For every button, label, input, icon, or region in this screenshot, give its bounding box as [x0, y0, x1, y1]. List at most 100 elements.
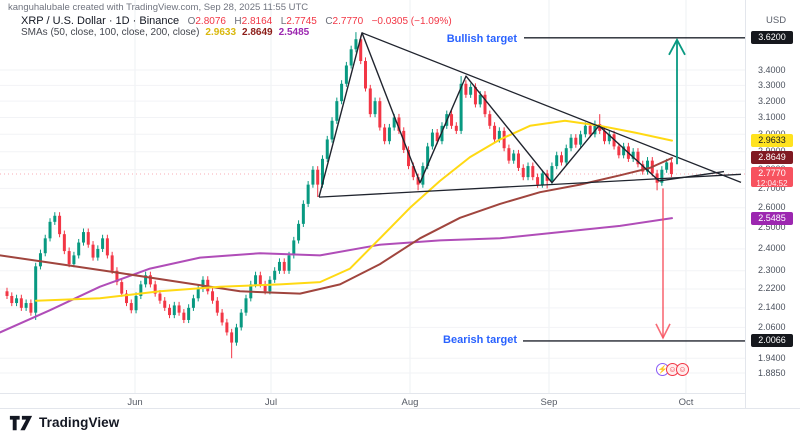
- candle-body: [364, 61, 367, 89]
- candle-body: [19, 298, 23, 308]
- bearish-target-label[interactable]: Bearish target: [443, 334, 517, 346]
- candle-body: [201, 279, 205, 289]
- candle-body: [277, 261, 281, 271]
- price-badge: 2.0066: [751, 334, 793, 348]
- sma100-line: [0, 157, 673, 295]
- candle-body: [196, 288, 200, 299]
- zigzag: [318, 32, 725, 198]
- candle-body: [110, 255, 114, 271]
- month-label[interactable]: Oct: [678, 397, 694, 408]
- candle-body: [335, 101, 339, 121]
- candle-body: [359, 39, 363, 62]
- candle-body: [564, 148, 568, 163]
- sma50-line: [35, 119, 673, 302]
- month-label[interactable]: Jul: [264, 397, 278, 408]
- candle-body: [139, 284, 143, 296]
- candle-body: [555, 155, 559, 167]
- month-label[interactable]: Aug: [401, 397, 419, 408]
- price-badge: 2.5485: [751, 211, 793, 225]
- candle-body: [101, 238, 105, 249]
- sma-legend[interactable]: SMAs (50, close, 100, close, 200, close)…: [21, 27, 309, 38]
- candle-body: [593, 124, 597, 135]
- candle-body: [416, 177, 420, 185]
- price-axis[interactable]: USD 3.4000 3.3000 3.2000 3.1000 3.0000 2.9000…: [745, 0, 800, 408]
- candle-body: [34, 266, 38, 313]
- candle-body: [134, 295, 138, 311]
- candle-body: [258, 275, 262, 285]
- close-label: C: [325, 16, 333, 27]
- candle-body: [330, 120, 334, 140]
- price-tick: 2.6000: [758, 202, 786, 213]
- candle-body: [521, 167, 525, 178]
- candle-body: [158, 293, 162, 301]
- candle-body: [507, 148, 511, 161]
- candle-body: [67, 251, 71, 265]
- candle-body: [368, 88, 372, 115]
- price-tick: 2.1400: [758, 302, 786, 313]
- candle-body: [411, 166, 415, 178]
- tradingview-wordmark[interactable]: TradingView: [39, 415, 120, 430]
- candle-body: [641, 164, 645, 172]
- candle-body: [77, 242, 81, 256]
- currency-label: USD: [766, 15, 787, 26]
- tradingview-logo-icon[interactable]: [9, 414, 33, 432]
- emoji-stickers[interactable]: ⚡ ☺ ☺: [656, 363, 689, 376]
- open-value: 2.8076: [195, 16, 226, 27]
- upper_trendline: [361, 32, 742, 184]
- month-label[interactable]: Jun: [127, 397, 143, 408]
- price-tick: 2.5000: [758, 222, 786, 233]
- candle-body: [230, 332, 234, 343]
- candle-body: [569, 137, 573, 149]
- candle-body: [254, 275, 258, 285]
- sma200-line: [0, 217, 673, 334]
- candle-body: [536, 177, 540, 185]
- time-axis[interactable]: Jun Jul Aug Sep Oct: [0, 393, 745, 408]
- low-value: 2.7745: [286, 16, 317, 27]
- candle-body: [383, 127, 387, 142]
- high-label: H: [234, 16, 242, 27]
- candlestick-plot[interactable]: [0, 0, 745, 393]
- bullish-target-label[interactable]: Bullish target: [446, 33, 517, 45]
- candle-body: [464, 83, 468, 95]
- candle-body: [58, 215, 62, 235]
- candle-body: [29, 303, 33, 313]
- sma-legend-title[interactable]: SMAs (50, close, 100, close, 200, close): [21, 27, 200, 38]
- candle-body: [493, 125, 497, 140]
- candle-body: [316, 169, 320, 185]
- candle-body: [450, 114, 454, 126]
- candle-body: [148, 275, 152, 285]
- candle-body: [48, 221, 52, 239]
- candle-body: [617, 146, 621, 156]
- symbol-title[interactable]: XRP / U.S. Dollar · 1D · Binance: [21, 15, 180, 27]
- candle-body: [301, 203, 305, 224]
- candle-body: [574, 137, 578, 145]
- candle-body: [191, 298, 195, 308]
- lightning-emoji-icon[interactable]: ⚡: [656, 363, 669, 376]
- candle-body: [665, 162, 669, 170]
- price-tick: 2.3000: [758, 265, 786, 276]
- bearish-arrow-head: [655, 323, 671, 340]
- candle-body: [497, 130, 501, 140]
- candle-body: [263, 284, 267, 292]
- candle-body: [669, 162, 673, 174]
- candle-body: [349, 49, 353, 66]
- change-value: −0.0305 (−1.09%): [371, 16, 452, 27]
- price-badge: 2.8649: [751, 151, 793, 165]
- face-emoji-icon[interactable]: ☺: [676, 363, 689, 376]
- candle-body: [239, 312, 243, 328]
- candle-body: [559, 155, 563, 163]
- symbol-legend[interactable]: XRP / U.S. Dollar · 1D · Binance O2.8076…: [21, 14, 452, 28]
- price-tick: 2.9000: [758, 146, 786, 156]
- month-label[interactable]: Sep: [540, 397, 558, 408]
- candle-body: [344, 65, 348, 84]
- chart-pane[interactable]: Bullish target Bearish target ⚡ ☺ ☺: [0, 0, 745, 393]
- candle-body: [473, 86, 477, 105]
- candle-body: [15, 298, 19, 304]
- price-badge: 3.6200: [751, 31, 793, 45]
- candle-body: [153, 284, 157, 294]
- candle-body: [540, 173, 544, 185]
- candle-body: [115, 270, 119, 283]
- price-tick: 3.4000: [758, 64, 786, 75]
- candle-body: [129, 303, 133, 311]
- candle-body: [622, 146, 626, 156]
